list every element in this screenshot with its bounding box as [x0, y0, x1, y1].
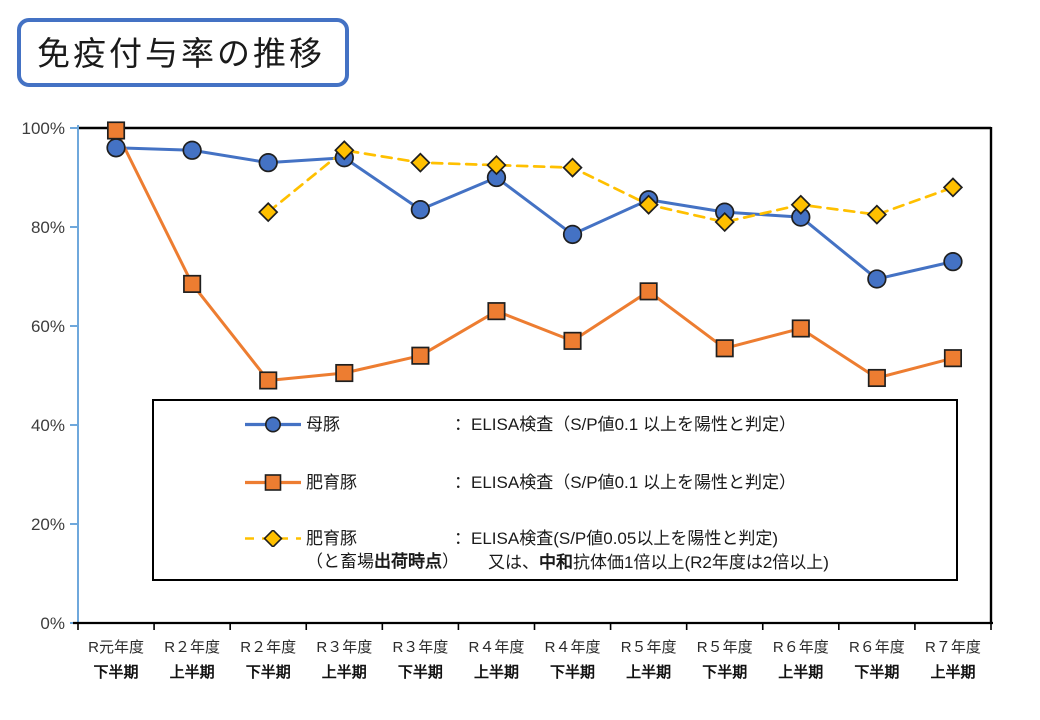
marker-fattening-pigs-at-slaughter-11	[942, 177, 964, 198]
chart-title: 免疫付与率の推移	[37, 35, 325, 72]
x-tick-label-line2: 上半期	[170, 663, 215, 681]
legend-label-sows: 母豚	[306, 415, 340, 434]
legend-marker-square-icon	[245, 474, 301, 491]
marker-fattening-pigs-1	[183, 274, 202, 293]
marker-fattening-pigs-11	[943, 349, 963, 368]
marker-fattening-pigs-at-slaughter-7	[638, 194, 659, 215]
y-axis-tick-label: 100%	[22, 119, 65, 138]
marker-fattening-pigs-at-slaughter-2	[258, 202, 279, 223]
y-axis-tick-label: 20%	[31, 515, 65, 534]
marker-sows-0	[106, 138, 126, 158]
chart-legend: 母豚 ：ELISA検査（S/P値0.1 以上を陽性と判定） 肥育豚 ：ELISA…	[152, 399, 958, 581]
marker-sows-10	[867, 269, 887, 289]
marker-fattening-pigs-at-slaughter-6	[562, 157, 583, 178]
marker-fattening-pigs-7	[639, 282, 658, 301]
legend-marker-diamond-icon	[245, 530, 301, 547]
legend-desc-sows: ：ELISA検査（S/P値0.1 以上を陽性と判定）	[454, 415, 796, 434]
x-tick-label-line1: R３年度	[392, 639, 448, 656]
x-tick-label-line1: R元年度	[88, 639, 144, 656]
legend-desc-fattening-pigs-slaughter: ：ELISA検査(S/P値0.05以上を陽性と判定) 又は、中和抗体価1倍以上(…	[454, 529, 829, 572]
x-tick-label-line1: R７年度	[925, 639, 981, 656]
series-line-fattening-pigs-at-slaughter	[266, 148, 955, 224]
x-tick-label-line1: R２年度	[240, 639, 296, 656]
x-tick-label-line1: R３年度	[316, 639, 372, 656]
marker-fattening-pigs-2	[259, 371, 278, 390]
legend-marker-circle-icon	[245, 416, 301, 433]
marker-sows-11	[943, 251, 963, 272]
x-tick-label-line2: 上半期	[778, 663, 823, 681]
x-tick-label-line1: R５年度	[697, 639, 753, 656]
marker-sows-6	[562, 224, 583, 245]
legend-label-fattening-pigs-slaughter: 肥育豚 （と畜場出荷時点）	[306, 529, 459, 571]
series-line-fattening-pigs	[114, 128, 955, 382]
marker-fattening-pigs-4	[411, 346, 430, 365]
x-tick-label-line1: R６年度	[849, 639, 905, 656]
x-tick-label-line2: 下半期	[94, 663, 139, 681]
marker-fattening-pigs-at-slaughter-4	[410, 152, 431, 173]
x-tick-label-line1: R４年度	[545, 639, 601, 656]
marker-fattening-pigs-at-slaughter-8	[714, 211, 735, 233]
marker-fattening-pigs-9	[791, 319, 810, 338]
x-tick-label-line2: 下半期	[854, 663, 899, 681]
x-tick-label-line2: 下半期	[702, 663, 747, 681]
y-axis-tick-label: 40%	[31, 416, 65, 435]
x-tick-label-line2: 上半期	[322, 663, 367, 681]
y-axis-tick-label: 0%	[40, 614, 65, 633]
series-line-sows	[114, 146, 955, 281]
marker-fattening-pigs-0	[106, 121, 126, 140]
marker-fattening-pigs-at-slaughter-5	[486, 155, 507, 176]
legend-label-fattening-pigs: 肥育豚	[306, 473, 357, 492]
marker-fattening-pigs-10	[867, 368, 886, 388]
marker-fattening-pigs-3	[335, 363, 354, 383]
marker-sows-4	[410, 200, 431, 220]
y-axis-tick-label: 60%	[31, 317, 65, 336]
x-tick-label-line2: 上半期	[626, 663, 671, 681]
x-tick-label-line2: 上半期	[930, 663, 975, 681]
x-tick-label-line1: R６年度	[773, 639, 829, 656]
marker-fattening-pigs-8	[715, 339, 734, 358]
marker-fattening-pigs-6	[563, 331, 582, 350]
y-axis-tick-label: 80%	[31, 218, 65, 237]
x-tick-label-line2: 下半期	[246, 663, 291, 681]
x-tick-label-line1: R２年度	[164, 639, 220, 656]
legend-desc-fattening-pigs: ：ELISA検査（S/P値0.1 以上を陽性と判定）	[454, 473, 796, 492]
x-tick-label-line2: 下半期	[550, 663, 595, 681]
marker-sows-1	[182, 140, 202, 160]
marker-fattening-pigs-at-slaughter-10	[866, 204, 887, 225]
marker-fattening-pigs-5	[487, 302, 506, 321]
chart-title-box: 免疫付与率の推移	[17, 18, 349, 87]
marker-fattening-pigs-at-slaughter-3	[334, 140, 355, 161]
x-tick-label-line1: R４年度	[469, 639, 525, 656]
x-tick-label-line2: 下半期	[398, 663, 443, 681]
x-tick-label-line1: R５年度	[621, 639, 677, 656]
marker-sows-2	[258, 152, 278, 173]
marker-fattening-pigs-at-slaughter-9	[790, 194, 811, 215]
x-tick-label-line2: 上半期	[474, 663, 519, 681]
